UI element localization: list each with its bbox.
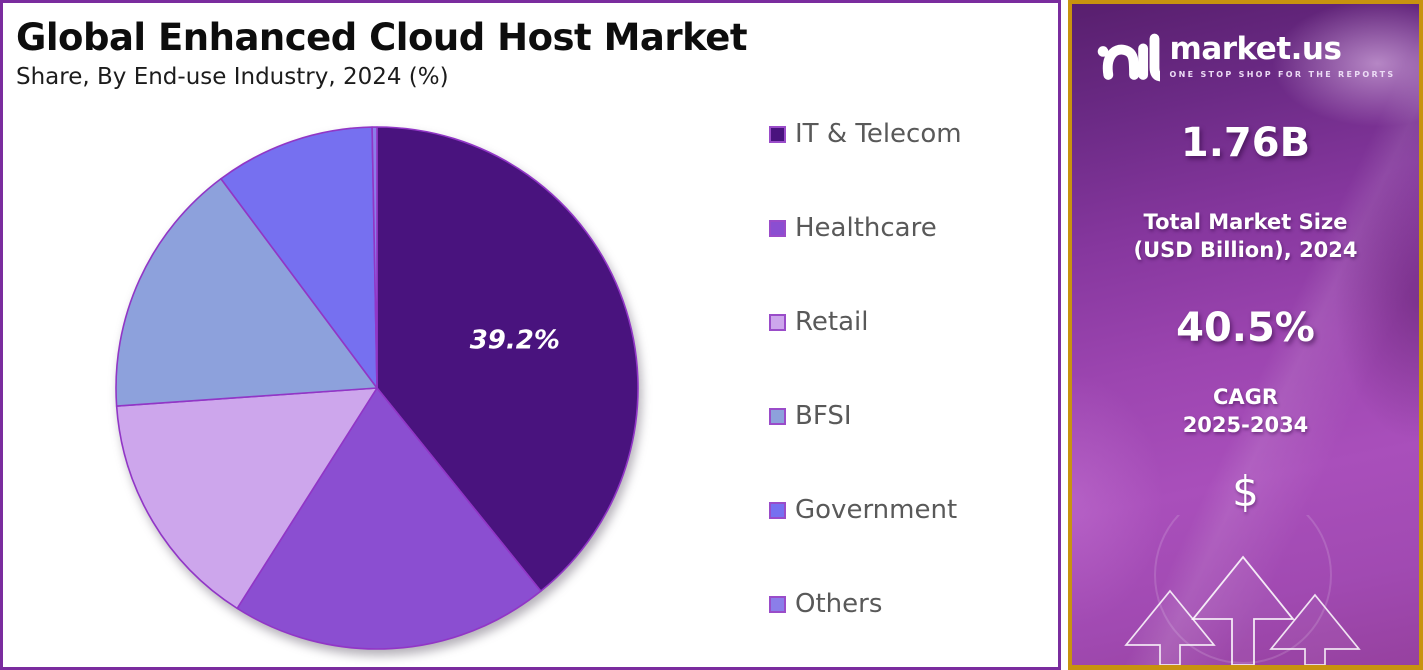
legend-swatch-retail bbox=[769, 313, 786, 331]
legend-swatch-healthcare bbox=[769, 219, 786, 237]
legend-label: BFSI bbox=[795, 401, 852, 431]
legend-item-government: Government bbox=[769, 495, 962, 525]
legend-item-bfsi: BFSI bbox=[769, 401, 962, 431]
pie-slice-healthcare bbox=[236, 387, 542, 650]
up-arrow-icon bbox=[1191, 555, 1295, 665]
pie-slice-retail bbox=[115, 387, 378, 610]
brand-name: market.us bbox=[1169, 30, 1342, 67]
growth-arrows-icon bbox=[1124, 515, 1361, 665]
chart-title: Global Enhanced Cloud Host Market bbox=[16, 16, 748, 59]
market-size-caption: Total Market Size (USD Billion), 2024 bbox=[1072, 208, 1419, 265]
legend-swatch-bfsi bbox=[769, 407, 786, 425]
legend-item-it-telecom: IT & Telecom bbox=[769, 119, 962, 149]
legend-label: IT & Telecom bbox=[795, 119, 962, 149]
logo-text: market.us ONE STOP SHOP FOR THE REPORTS bbox=[1169, 30, 1396, 79]
logo-row: market.us ONE STOP SHOP FOR THE REPORTS bbox=[1072, 28, 1419, 84]
decorative-ring bbox=[1154, 515, 1332, 664]
cagr-value: 40.5% bbox=[1176, 304, 1315, 351]
pie-data-label: 39.2% bbox=[470, 325, 560, 355]
pie-slice-it-telecom bbox=[376, 126, 639, 592]
dollar-icon: $ bbox=[1232, 467, 1259, 517]
market-size-caption-line1: Total Market Size bbox=[1143, 210, 1348, 234]
legend-item-retail: Retail bbox=[769, 307, 962, 337]
legend-swatch-it-telecom bbox=[769, 125, 786, 143]
pie-slice-others bbox=[371, 126, 378, 389]
legend-label: Retail bbox=[795, 307, 869, 337]
pie-slice-government bbox=[220, 126, 378, 389]
market-size-value: 1.76B bbox=[1180, 120, 1311, 166]
up-arrow-icon bbox=[1269, 593, 1361, 665]
title-block: Global Enhanced Cloud Host Market Share,… bbox=[16, 16, 1036, 90]
pie-slice-bfsi bbox=[115, 177, 378, 407]
legend-swatch-others bbox=[769, 595, 786, 613]
marketus-logo-icon bbox=[1097, 33, 1160, 82]
legend: IT & Telecom Healthcare Retail BFSI Gove… bbox=[769, 119, 962, 670]
market-size-caption-line2: (USD Billion), 2024 bbox=[1133, 238, 1358, 263]
legend-swatch-government bbox=[769, 501, 786, 519]
pie-chart: 39.2% bbox=[115, 126, 639, 650]
legend-label: Others bbox=[795, 589, 883, 619]
cagr-caption-line2: 2025-2034 bbox=[1182, 413, 1309, 438]
legend-label: Government bbox=[795, 495, 958, 525]
brand-tagline: ONE STOP SHOP FOR THE REPORTS bbox=[1169, 69, 1396, 79]
legend-label: Healthcare bbox=[795, 213, 937, 243]
chart-panel: 39.2% Global Enhanced Cloud Host Market … bbox=[0, 0, 1061, 670]
brand-sidebar: market.us ONE STOP SHOP FOR THE REPORTS … bbox=[1068, 0, 1423, 670]
legend-item-others: Others bbox=[769, 589, 962, 619]
cagr-caption-line1: CAGR bbox=[1212, 384, 1279, 409]
up-arrow-icon bbox=[1124, 589, 1216, 665]
cagr-caption: CAGR 2025-2034 bbox=[1072, 383, 1419, 440]
legend-item-healthcare: Healthcare bbox=[769, 213, 962, 243]
chart-subtitle: Share, By End-use Industry, 2024 (%) bbox=[16, 63, 449, 90]
